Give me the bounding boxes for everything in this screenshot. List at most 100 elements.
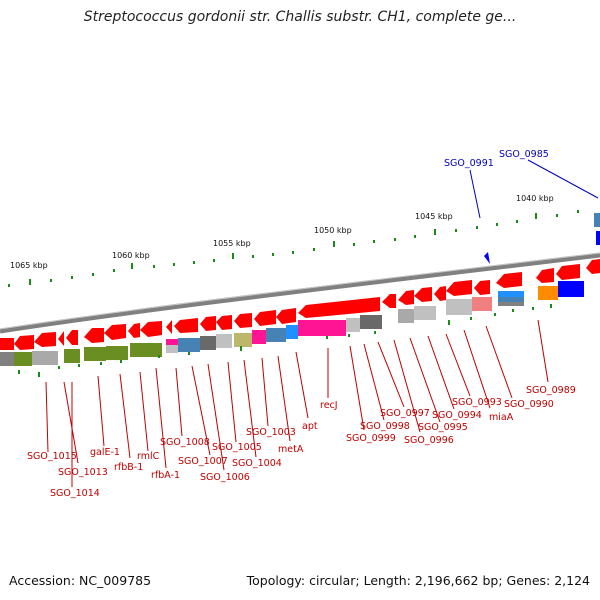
- leader-lines: [45, 319, 549, 487]
- leader-line: [175, 367, 183, 437]
- gene-band: [558, 281, 584, 297]
- gene-label: recJ: [320, 400, 338, 411]
- gene-arrow: [234, 313, 252, 328]
- gene-band: [252, 330, 266, 344]
- gene-label: SGO_1005: [212, 442, 262, 453]
- scale-tick: [173, 263, 175, 266]
- gene-label: SGO_1003: [246, 427, 296, 438]
- scale-tick: [213, 259, 215, 262]
- scale-tick: [29, 279, 31, 285]
- gene-arrow: [298, 297, 380, 318]
- gene-band: [498, 302, 524, 306]
- gene-band: [130, 343, 162, 357]
- scale-tick: [326, 336, 328, 339]
- gene-band: [398, 309, 414, 323]
- gene-label: metA: [278, 444, 304, 455]
- gene-label: rmlC: [137, 451, 160, 462]
- kbp-label: 1065 kbp: [10, 261, 48, 270]
- gene-arrow: [586, 259, 600, 274]
- gene-arrow: [474, 280, 490, 295]
- scale-tick: [414, 235, 416, 238]
- scale-tick: [120, 360, 122, 363]
- scale-tick: [78, 364, 80, 367]
- scale-tick: [494, 313, 496, 316]
- gene-label: SGO_1014: [50, 488, 100, 499]
- gene-label: SGO_1013: [58, 467, 108, 478]
- gene-band: [64, 349, 80, 363]
- scale-tick: [232, 253, 234, 259]
- scale-tick: [512, 309, 514, 312]
- gene-arrow: [382, 294, 396, 308]
- gene-label: miaA: [489, 412, 514, 423]
- gene-band: [472, 297, 492, 311]
- kbp-label: 1050 kbp: [314, 226, 352, 235]
- gene-label: galE-1: [90, 447, 120, 458]
- scale-tick: [153, 265, 155, 268]
- scale-tick: [532, 307, 534, 310]
- gene-label: SGO_1006: [200, 472, 250, 483]
- annotation-bands: [0, 213, 600, 366]
- scale-tick: [18, 370, 20, 374]
- scale-tick: [550, 304, 552, 308]
- gene-arrow: [104, 324, 126, 340]
- gene-arrow: [398, 290, 414, 305]
- genome-backbone: [0, 252, 600, 334]
- kbp-label: 1055 kbp: [213, 239, 251, 248]
- gene-arrow: [174, 318, 198, 333]
- gene-band: [414, 306, 436, 320]
- scale-tick: [58, 366, 60, 369]
- gene-label: SGO_1008: [160, 437, 210, 448]
- scale-tick: [470, 317, 472, 320]
- gene-label: SGO_1015: [27, 451, 77, 462]
- scale-tick: [292, 251, 294, 254]
- gene-arrow: [446, 280, 472, 296]
- scale-tick: [240, 346, 242, 351]
- inner-ticks: [18, 304, 552, 377]
- leader-line: [139, 371, 149, 452]
- scale-tick: [193, 261, 195, 264]
- scale-tick: [8, 284, 10, 287]
- leader-line: [295, 351, 309, 419]
- gene-band: [446, 299, 472, 315]
- leader-line: [377, 341, 405, 408]
- scale-tick: [455, 229, 457, 232]
- scale-tick: [373, 240, 375, 243]
- gene-label: SGO_0995: [418, 422, 468, 433]
- gene-band: [360, 315, 382, 329]
- accession-text: Accession: NC_009785: [9, 573, 152, 588]
- gene-band: [234, 333, 252, 347]
- leader-line: [261, 357, 269, 427]
- gene-label: apt: [302, 421, 318, 432]
- leader-line: [445, 333, 471, 397]
- leader-line: [119, 373, 131, 459]
- genome-summary-text: Topology: circular; Length: 2,196,662 bp…: [246, 573, 590, 588]
- scale-tick: [394, 238, 396, 241]
- leader-line: [409, 337, 441, 423]
- gene-arrow: [0, 338, 14, 350]
- scale-tick: [100, 362, 102, 365]
- kbp-label: 1040 kbp: [516, 194, 554, 203]
- leader-line: [45, 381, 49, 453]
- leader-line: [427, 335, 455, 410]
- gene-arrow: [84, 328, 104, 343]
- leader-line: [227, 361, 237, 443]
- gene-band: [594, 213, 600, 227]
- gene-arrow: [14, 335, 34, 350]
- scale-tick: [113, 269, 115, 272]
- gene-band: [286, 325, 298, 339]
- gene-arrow: [434, 286, 446, 301]
- gene-band: [538, 286, 558, 300]
- leader-line: [97, 375, 105, 447]
- page-title: Streptococcus gordonii str. Challis subs…: [83, 9, 517, 25]
- gene-band: [106, 346, 128, 360]
- scale-tick: [556, 214, 558, 217]
- scale-tick: [50, 279, 52, 282]
- gene-arrow: [128, 323, 140, 338]
- scale-tick: [577, 210, 579, 213]
- scale-tick: [448, 320, 450, 325]
- kbp-label: 1045 kbp: [415, 212, 453, 221]
- scale-tick: [131, 263, 133, 269]
- leader-line: [349, 345, 365, 431]
- gene-band: [32, 351, 58, 365]
